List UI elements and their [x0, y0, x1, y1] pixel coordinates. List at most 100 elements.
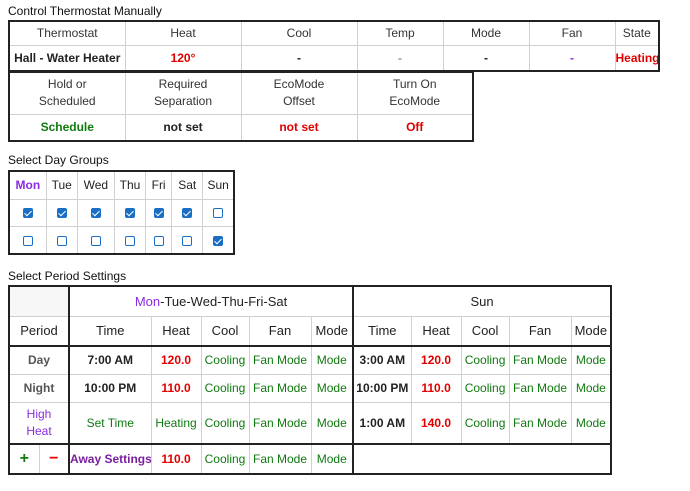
g1-fan-cell[interactable]: Fan Mode: [248, 345, 312, 375]
g2-cool-cell[interactable]: Cooling: [460, 401, 510, 445]
day-checkbox[interactable]: [182, 235, 193, 246]
group1-other-days: -Tue-Wed-Thu-Fri-Sat: [160, 293, 288, 309]
period-name[interactable]: Night: [8, 373, 70, 403]
g1-heat-cell[interactable]: 110.0: [150, 373, 202, 403]
header-turn-on-ecomode: Turn On EcoMode: [356, 71, 474, 115]
heat-setpoint[interactable]: 120°: [124, 44, 242, 72]
g2-fan-cell[interactable]: Fan Mode: [508, 373, 572, 403]
day-checkbox[interactable]: [125, 235, 135, 246]
period-corner: [8, 285, 70, 317]
day-checkbox[interactable]: [153, 208, 164, 219]
g2-fan-cell[interactable]: Fan Mode: [508, 345, 572, 375]
manual-section-title: Control Thermostat Manually: [8, 4, 162, 18]
day-header-tue: Tue: [45, 170, 78, 200]
day-checkbox[interactable]: [56, 208, 67, 219]
period-row-high-heat: High Heat Set Time Heating Cooling Fan M…: [8, 401, 612, 445]
g1-cool-cell[interactable]: Cooling: [200, 373, 250, 403]
g2-time-cell[interactable]: 1:00 AM: [352, 401, 412, 445]
g2-time-cell[interactable]: 10:00 PM: [352, 373, 412, 403]
g2-heat-cell[interactable]: 110.0: [410, 373, 462, 403]
temp-value: -: [356, 44, 444, 72]
day-checkbox[interactable]: [90, 208, 101, 219]
hold-or-scheduled-value[interactable]: Schedule: [8, 113, 126, 142]
period-name[interactable]: Day: [8, 345, 70, 375]
g1-mode-cell[interactable]: Mode: [310, 345, 355, 375]
away-settings-label[interactable]: Away Settings: [68, 443, 152, 475]
hold-table: Hold or Scheduled Required Separation Ec…: [8, 71, 474, 142]
g2-mode-header: Mode: [570, 315, 612, 347]
header-cool: Cool: [240, 20, 358, 46]
g1-cool-cell[interactable]: Cooling: [200, 345, 250, 375]
g1-fan-cell[interactable]: Fan Mode: [248, 401, 312, 445]
day-header-wed: Wed: [76, 170, 115, 200]
g1-time-cell[interactable]: Set Time: [68, 401, 152, 445]
required-separation-value[interactable]: not set: [124, 113, 242, 142]
g1-mode-cell[interactable]: Mode: [310, 373, 355, 403]
g1-heat-cell[interactable]: 120.0: [150, 345, 202, 375]
day-checkbox[interactable]: [182, 208, 193, 219]
header-hold-or-scheduled: Hold or Scheduled: [8, 71, 126, 115]
g2-heat-cell[interactable]: 140.0: [410, 401, 462, 445]
header-state: State: [614, 20, 660, 46]
header-thermostat: Thermostat: [8, 20, 126, 46]
g2-time-cell[interactable]: 3:00 AM: [352, 345, 412, 375]
fan-value[interactable]: -: [528, 44, 616, 72]
day-checkbox[interactable]: [213, 235, 224, 246]
g1-mode-cell[interactable]: Mode: [310, 401, 355, 445]
day-checkbox[interactable]: [22, 208, 33, 219]
period-row-night: Night 10:00 PM 110.0 Cooling Fan Mode Mo…: [8, 373, 612, 403]
g1-cool-cell[interactable]: Cooling: [200, 401, 250, 445]
period-settings-section-title: Select Period Settings: [8, 269, 127, 283]
g1-heat-header: Heat: [150, 315, 202, 347]
g2-mode-cell[interactable]: Mode: [570, 401, 612, 445]
turn-on-ecomode-value[interactable]: Off: [356, 113, 474, 142]
g2-time-header: Time: [352, 315, 412, 347]
g2-fan-cell[interactable]: Fan Mode: [508, 401, 572, 445]
day-header-sun: Sun: [202, 170, 235, 200]
g2-fan-header: Fan: [508, 315, 572, 347]
day-checkbox[interactable]: [125, 208, 135, 219]
add-period-button[interactable]: +: [8, 443, 40, 475]
g1-mode-header: Mode: [310, 315, 355, 347]
away-fan-cell[interactable]: Fan Mode: [248, 443, 312, 475]
g2-heat-cell[interactable]: 120.0: [410, 345, 462, 375]
period-name[interactable]: High Heat: [8, 401, 70, 445]
period-row-day: Day 7:00 AM 120.0 Cooling Fan Mode Mode …: [8, 345, 612, 375]
away-cool-cell[interactable]: Cooling: [200, 443, 250, 475]
day-group-row-2: [8, 225, 235, 255]
mode-value[interactable]: -: [442, 44, 530, 72]
day-checkbox[interactable]: [213, 208, 224, 219]
g1-heat-cell[interactable]: Heating: [150, 401, 202, 445]
manual-table: Thermostat Heat Cool Temp Mode Fan State…: [8, 20, 660, 72]
g2-cool-cell[interactable]: Cooling: [460, 345, 510, 375]
g2-mode-cell[interactable]: Mode: [570, 373, 612, 403]
g1-time-cell[interactable]: 10:00 PM: [68, 373, 152, 403]
g2-cool-header: Cool: [460, 315, 510, 347]
g1-time-header: Time: [68, 315, 152, 347]
header-required-separation: Required Separation: [124, 71, 242, 115]
day-checkbox[interactable]: [90, 235, 101, 246]
away-heat-cell[interactable]: 110.0: [150, 443, 202, 475]
day-header-sat: Sat: [171, 170, 204, 200]
day-checkbox[interactable]: [56, 235, 67, 246]
day-checkbox[interactable]: [22, 235, 33, 246]
header-mode: Mode: [442, 20, 530, 46]
day-groups-table: Mon Tue Wed Thu Fri Sat Sun: [8, 170, 235, 255]
group1-first-day: Mon: [134, 293, 161, 309]
g2-heat-header: Heat: [410, 315, 462, 347]
day-checkbox[interactable]: [153, 235, 164, 246]
cool-setpoint[interactable]: -: [240, 44, 358, 72]
header-heat: Heat: [124, 20, 242, 46]
header-fan: Fan: [528, 20, 616, 46]
day-header-mon: Mon: [8, 170, 47, 200]
away-mode-cell[interactable]: Mode: [310, 443, 355, 475]
g1-fan-cell[interactable]: Fan Mode: [248, 373, 312, 403]
state-value: Heating: [614, 44, 660, 72]
remove-period-button[interactable]: −: [38, 443, 70, 475]
g2-mode-cell[interactable]: Mode: [570, 345, 612, 375]
g2-cool-cell[interactable]: Cooling: [460, 373, 510, 403]
group2-header: Sun: [352, 285, 612, 317]
ecomode-offset-value[interactable]: not set: [240, 113, 358, 142]
g1-time-cell[interactable]: 7:00 AM: [68, 345, 152, 375]
day-groups-section-title: Select Day Groups: [8, 153, 109, 167]
